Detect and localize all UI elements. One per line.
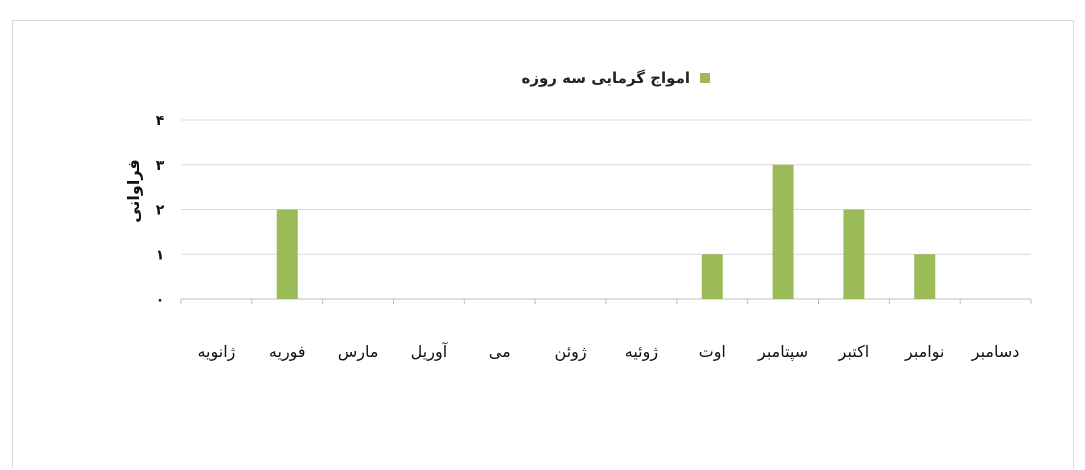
y-tick-label: ۴ [156, 113, 165, 129]
x-tick-label: نوامبر [904, 342, 944, 362]
x-tick-label: فوریه [269, 342, 306, 362]
x-tick-label: آوریل [411, 342, 449, 362]
legend-swatch [700, 73, 710, 83]
y-tick-label: ۳ [156, 158, 165, 174]
x-tick-label: مارس [338, 342, 379, 362]
x-tick-label: دسامبر [971, 342, 1020, 362]
x-tick-label: می [489, 342, 511, 361]
bar [914, 254, 936, 299]
bar [701, 254, 723, 299]
chart-frame [12, 20, 1074, 468]
x-tick-label: ژوئیه [625, 342, 659, 362]
bar [843, 209, 865, 299]
x-tick-label: ژانویه [197, 342, 235, 362]
bar [276, 209, 298, 299]
x-tick-label: سپتامبر [757, 342, 808, 362]
x-tick-label: اکتبر [838, 342, 870, 362]
x-tick-label: اوت [699, 342, 726, 362]
y-tick-label: ۰ [156, 292, 165, 308]
legend-label: امواج گرمایی سه روزه [521, 69, 690, 87]
y-tick-label: ۲ [156, 203, 165, 219]
x-tick-label: ژوئن [555, 342, 587, 362]
legend: امواج گرمایی سه روزه [450, 66, 710, 90]
bar [772, 164, 794, 299]
y-tick-label: ۱ [156, 247, 165, 263]
